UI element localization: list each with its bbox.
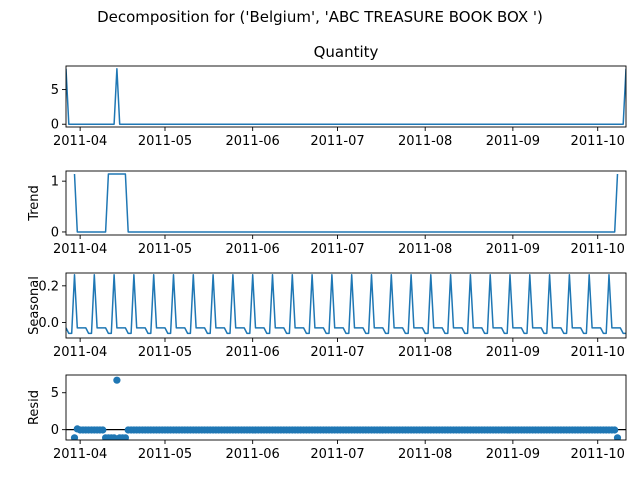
observed-xtick-label: 2011-09: [486, 134, 540, 149]
observed-ytick-label: 0: [51, 118, 59, 133]
observed-series-line: [66, 68, 626, 125]
trend-xtick-label: 2011-07: [310, 242, 364, 257]
trend-xtick-label: 2011-06: [226, 242, 280, 257]
observed-xtick-label: 2011-08: [398, 134, 452, 149]
observed-axes-frame: [65, 65, 627, 128]
resid-point: [613, 434, 622, 440]
seasonal-ytick-label: 0.2: [38, 279, 59, 294]
observed-xtick-label: 2011-04: [53, 134, 107, 149]
resid-xtick-label: 2011-06: [226, 447, 280, 462]
resid-point: [121, 434, 129, 440]
resid-point: [113, 376, 121, 384]
resid-xtick-label: 2011-09: [486, 447, 540, 462]
trend-xtick-label: 2011-10: [571, 242, 625, 257]
resid-panel: 0 5 2011-04 2011-05 2011-06 2011-07 2011-08 201…: [27, 374, 627, 462]
seasonal-series-line: [66, 274, 626, 335]
resid-ytick-label: 0: [51, 423, 59, 438]
resid-xtick-label: 2011-08: [398, 447, 452, 462]
resid-point: [611, 426, 619, 434]
seasonal-panel: 0.2 0.0 2011-04 2011-05 2011-06 2011-07 2011-0…: [27, 272, 627, 360]
seasonal-ylabel: Seasonal: [27, 276, 42, 335]
trend-series-line: [73, 173, 619, 233]
resid-point: [70, 434, 79, 440]
resid-ytick-label: 5: [51, 386, 59, 401]
seasonal-xtick-label: 2011-08: [398, 345, 452, 360]
resid-xtick-label: 2011-05: [138, 447, 192, 462]
trend-axes-frame: [65, 170, 627, 236]
trend-xtick-label: 2011-04: [53, 242, 107, 257]
seasonal-xtick-label: 2011-05: [138, 345, 192, 360]
observed-ytick-label: 5: [51, 83, 59, 98]
seasonal-axes-frame: [65, 272, 627, 339]
observed-xtick-label: 2011-07: [310, 134, 364, 149]
resid-point: [110, 434, 118, 440]
panels-group: 0 5 2011-04 2011-05 2011-06 2011-07 2011-08 201…: [27, 43, 627, 462]
resid-xtick-label: 2011-04: [53, 447, 107, 462]
trend-xtick-label: 2011-08: [398, 242, 452, 257]
observed-xtick-label: 2011-05: [138, 134, 192, 149]
resid-points: [70, 376, 622, 440]
seasonal-xtick-label: 2011-04: [53, 345, 107, 360]
trend-xtick-label: 2011-09: [486, 242, 540, 257]
resid-axes-frame: [65, 374, 627, 441]
trend-ytick-label: 0: [51, 225, 59, 240]
seasonal-xtick-label: 2011-06: [226, 345, 280, 360]
observed-panel: 0 5 2011-04 2011-05 2011-06 2011-07 2011-08 201…: [51, 43, 627, 149]
trend-xtick-label: 2011-05: [138, 242, 192, 257]
trend-ylabel: Trend: [27, 185, 42, 222]
trend-ytick-label: 1: [51, 175, 59, 190]
resid-point: [99, 426, 107, 434]
trend-panel: 0 1 2011-04 2011-05 2011-06 2011-07 2011-08 201…: [27, 170, 627, 257]
seasonal-ytick-label: 0.0: [38, 316, 59, 331]
seasonal-xtick-label: 2011-09: [486, 345, 540, 360]
seasonal-xtick-label: 2011-10: [571, 345, 625, 360]
resid-xtick-label: 2011-10: [571, 447, 625, 462]
observed-xtick-label: 2011-06: [226, 134, 280, 149]
observed-xtick-label: 2011-10: [571, 134, 625, 149]
observed-title: Quantity: [314, 43, 379, 61]
figure-title: Decomposition for ('Belgium', 'ABC TREAS…: [97, 8, 543, 26]
seasonal-xtick-label: 2011-07: [310, 345, 364, 360]
resid-ylabel: Resid: [27, 390, 42, 425]
resid-xtick-label: 2011-07: [310, 447, 364, 462]
